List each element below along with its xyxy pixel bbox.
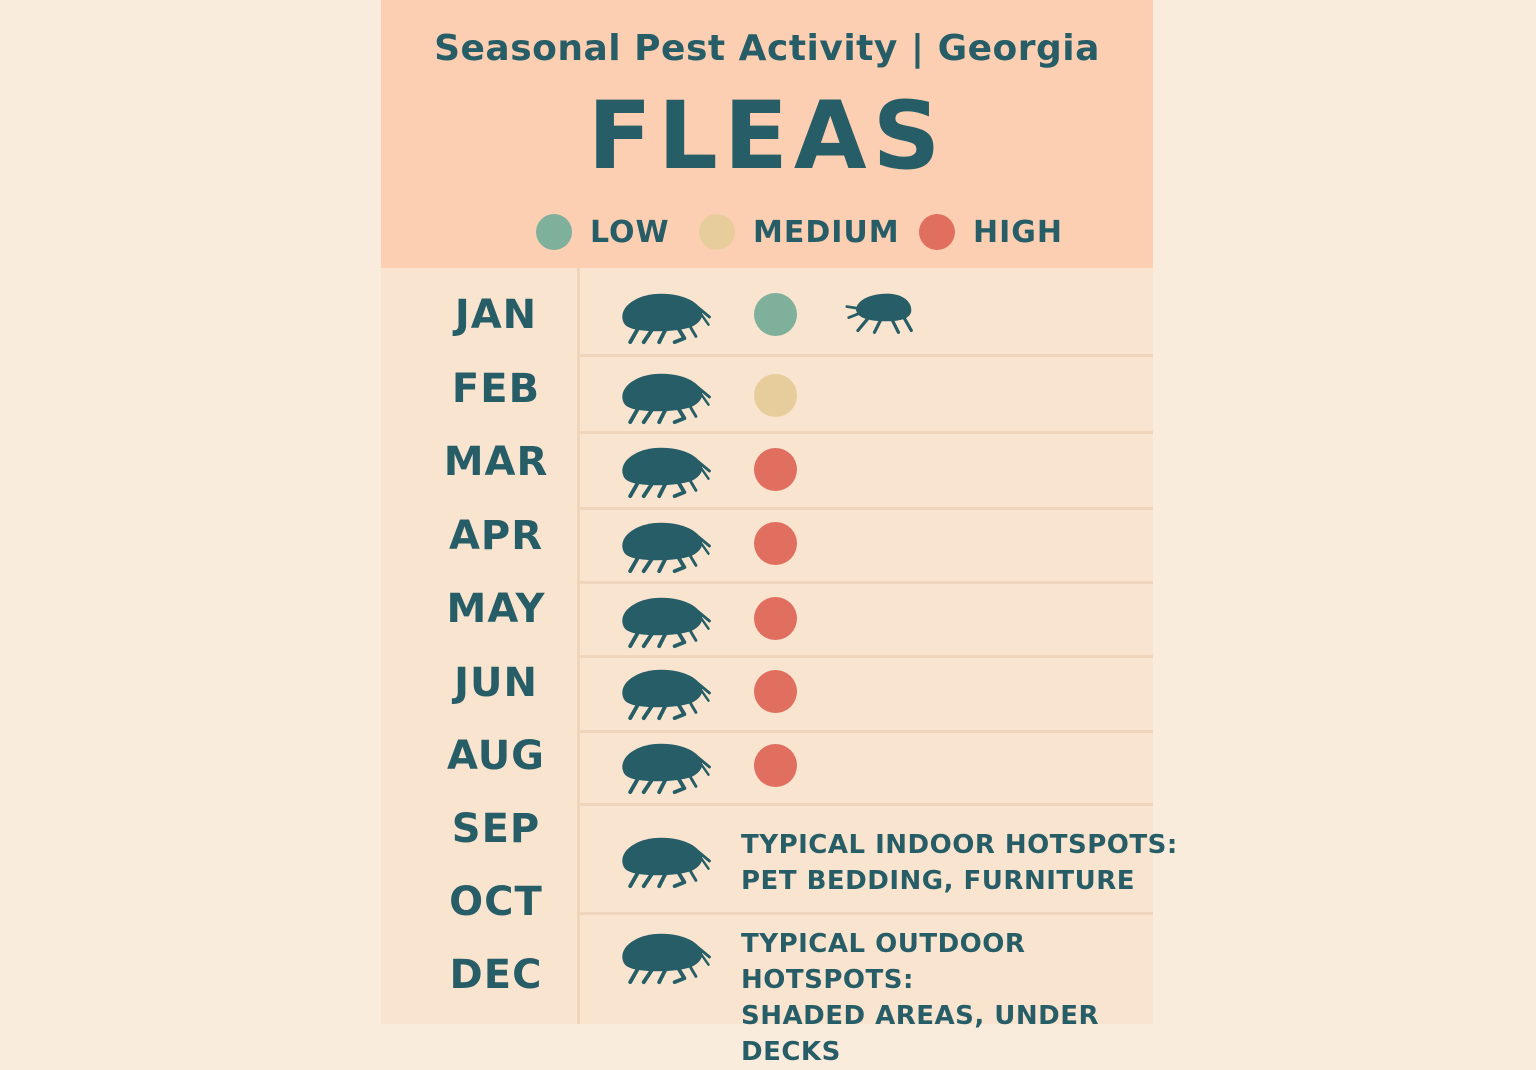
high-dot-icon bbox=[919, 214, 955, 250]
indoor-hotspots-heading: TYPICAL INDOOR HOTSPOTS: bbox=[741, 830, 1178, 860]
flea-icon bbox=[843, 290, 917, 336]
legend: LOW MEDIUM HIGH bbox=[381, 212, 1153, 252]
flea-icon bbox=[616, 832, 714, 890]
low-dot-icon bbox=[536, 214, 572, 250]
month-label-oct: OCT bbox=[449, 879, 543, 925]
activity-dot-medium bbox=[754, 374, 797, 417]
flea-icon bbox=[616, 442, 714, 500]
activity-dot-high bbox=[754, 522, 797, 565]
flea-icon bbox=[616, 517, 714, 575]
indoor-hotspots-detail: PET BEDDING, FURNITURE bbox=[741, 866, 1136, 896]
month-label-jun: JUN bbox=[454, 660, 538, 706]
flea-icon bbox=[616, 368, 714, 426]
flea-icon bbox=[616, 288, 714, 346]
header: Seasonal Pest Activity | Georgia FLEAS L… bbox=[381, 0, 1153, 268]
page-title: FLEAS bbox=[587, 82, 947, 191]
row-divider bbox=[580, 354, 1153, 357]
month-label-may: MAY bbox=[446, 586, 546, 632]
legend-label: HIGH bbox=[973, 214, 1064, 250]
row-divider bbox=[580, 581, 1153, 584]
row-divider bbox=[580, 507, 1153, 510]
legend-item-medium: MEDIUM bbox=[699, 212, 900, 252]
row-divider bbox=[580, 803, 1153, 806]
legend-label: MEDIUM bbox=[753, 214, 900, 250]
medium-dot-icon bbox=[699, 214, 735, 250]
month-label-jan: JAN bbox=[454, 292, 538, 338]
flea-icon bbox=[616, 592, 714, 650]
activity-dot-low bbox=[754, 293, 797, 336]
activity-dot-high bbox=[754, 744, 797, 787]
flea-icon bbox=[616, 664, 714, 722]
indoor-hotspots-note: TYPICAL INDOOR HOTSPOTS: PET BEDDING, FU… bbox=[741, 827, 1181, 899]
column-divider bbox=[577, 268, 580, 1024]
month-label-mar: MAR bbox=[443, 439, 549, 485]
flea-icon bbox=[616, 738, 714, 796]
legend-item-high: HIGH bbox=[919, 212, 1063, 252]
legend-label: LOW bbox=[590, 214, 670, 250]
activity-dot-high bbox=[754, 670, 797, 713]
page-subtitle: Seasonal Pest Activity | Georgia bbox=[434, 28, 1100, 69]
outdoor-hotspots-detail: SHADED AREAS, UNDER DECKS bbox=[741, 1001, 1099, 1067]
row-divider bbox=[580, 730, 1153, 733]
month-label-apr: APR bbox=[448, 513, 544, 559]
activity-dot-high bbox=[754, 597, 797, 640]
month-label-feb: FEB bbox=[451, 366, 541, 412]
month-label-dec: DEC bbox=[449, 952, 543, 998]
legend-item-low: LOW bbox=[536, 212, 670, 252]
outdoor-hotspots-note: TYPICAL OUTDOOR HOTSPOTS: SHADED AREAS, … bbox=[741, 926, 1181, 1070]
row-divider bbox=[580, 431, 1153, 434]
outdoor-hotspots-heading: TYPICAL OUTDOOR HOTSPOTS: bbox=[741, 929, 1026, 995]
flea-icon bbox=[616, 928, 714, 986]
row-divider bbox=[580, 912, 1153, 915]
activity-dot-high bbox=[754, 448, 797, 491]
row-divider bbox=[580, 655, 1153, 658]
pest-calendar-card: Seasonal Pest Activity | Georgia FLEAS L… bbox=[381, 0, 1177, 1067]
month-label-sep: SEP bbox=[451, 806, 541, 852]
month-label-aug: AUG bbox=[446, 733, 546, 779]
